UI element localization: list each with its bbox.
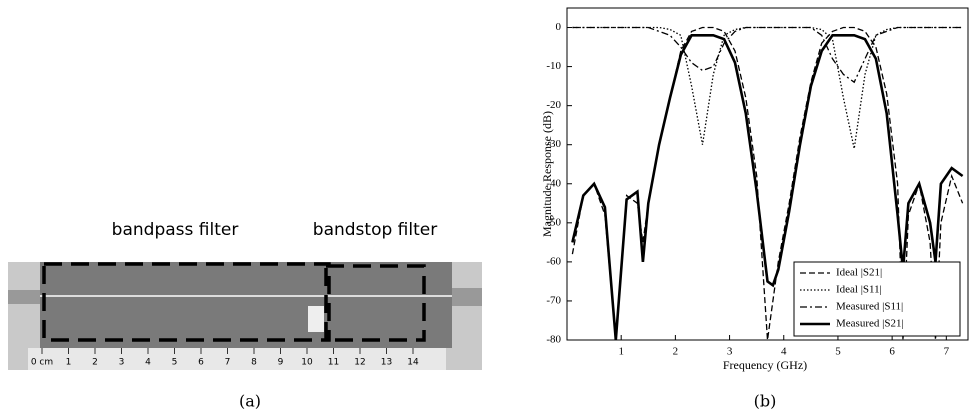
x-tick-label: 6 <box>889 346 895 358</box>
x-tick-label: 1 <box>618 346 624 358</box>
plot-frame <box>566 7 969 341</box>
legend-label: Measured |S21| <box>836 318 904 330</box>
bandpass-box <box>42 262 331 342</box>
ruler-label: 1 <box>66 358 72 368</box>
ruler-label: 6 <box>198 358 204 368</box>
legend-label: Measured |S11| <box>836 301 903 313</box>
bandstop-box <box>324 264 426 342</box>
connector <box>452 288 482 306</box>
y-tick-label: -20 <box>546 99 561 111</box>
ruler-label: 4 <box>145 358 151 368</box>
legend-label: Ideal |S21| <box>836 267 882 279</box>
y-tick-label: -40 <box>546 177 561 189</box>
ruler-label: 7 <box>225 358 231 368</box>
caption: (a) <box>239 392 261 411</box>
photo-label: bandpass filter <box>112 220 239 240</box>
ruler-label: 8 <box>251 358 257 368</box>
caption: (b) <box>754 392 777 411</box>
ruler-label: 0 cm <box>31 358 53 368</box>
legend-label: Ideal |S11| <box>836 284 882 296</box>
y-tick-label: -50 <box>546 216 561 228</box>
x-tick-label: 5 <box>835 346 841 358</box>
ruler-label: 14 <box>407 358 419 368</box>
ruler-label: 3 <box>119 358 125 368</box>
ruler-label: 2 <box>92 358 98 368</box>
y-tick-label: -60 <box>546 255 561 267</box>
ruler-label: 10 <box>301 358 313 368</box>
ruler-label: 5 <box>172 358 178 368</box>
ruler-label: 12 <box>354 358 365 368</box>
y-axis-label: Magnitude Response (dB) <box>540 111 554 237</box>
x-tick-label: 4 <box>781 346 787 358</box>
ruler <box>28 348 446 370</box>
y-tick-label: -10 <box>546 60 561 72</box>
connector <box>8 290 40 304</box>
y-tick-label: 0 <box>556 21 562 33</box>
ruler-label: 9 <box>278 358 284 368</box>
x-axis-label: Frequency (GHz) <box>723 358 807 372</box>
chip <box>308 306 324 332</box>
series-line <box>571 34 964 341</box>
series-line <box>572 26 963 84</box>
x-tick-label: 3 <box>727 346 733 358</box>
ruler-label: 13 <box>381 358 392 368</box>
filter-board <box>40 262 452 348</box>
ruler-label: 11 <box>328 358 339 368</box>
photo-label: bandstop filter <box>313 220 437 240</box>
x-tick-label: 2 <box>673 346 679 358</box>
y-tick-label: -80 <box>546 334 561 346</box>
y-tick-label: -30 <box>546 138 561 150</box>
series-line <box>572 26 963 149</box>
y-tick-label: -70 <box>546 294 561 306</box>
x-tick-label: 7 <box>944 346 950 358</box>
